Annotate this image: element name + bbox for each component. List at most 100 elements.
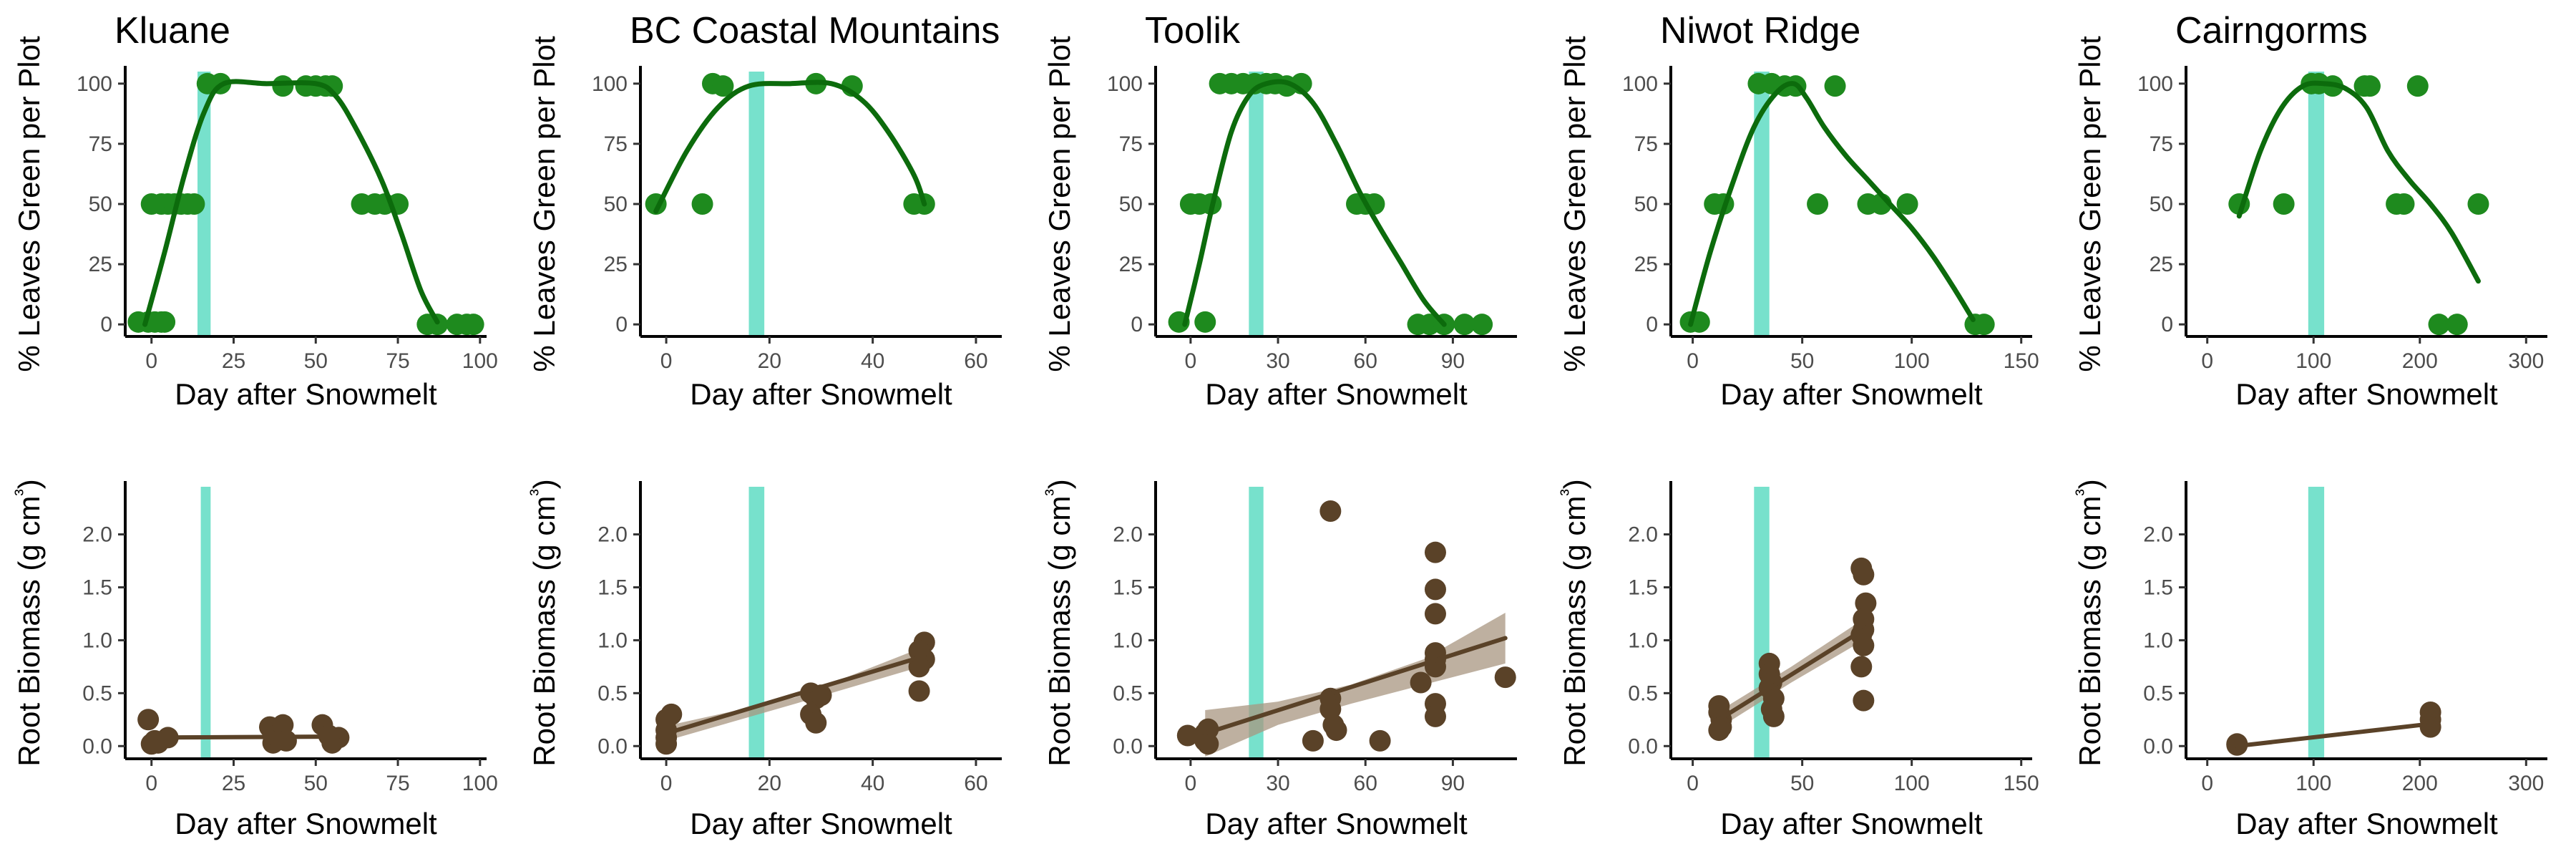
y-tick-label: 50 xyxy=(2150,193,2173,216)
panel-leaf-2: 0 25 50 75 100 0 20 40 60 Day after Snowmelt % Lea… xyxy=(527,10,1002,411)
data-point xyxy=(2419,716,2441,738)
y-axis-label: % Leaves Green per Plot xyxy=(527,36,561,372)
x-tick-label: 0 xyxy=(1185,772,1197,795)
data-point xyxy=(1410,671,1432,694)
data-point xyxy=(1853,563,1875,586)
y-tick-label: 50 xyxy=(1119,193,1143,216)
data-point xyxy=(1424,603,1446,625)
panel-leaf-5: 0 25 50 75 100 0 100 200 300 Day after Snowmelt % … xyxy=(2073,10,2547,411)
y-tick-label: 2.0 xyxy=(1628,523,1658,547)
y-tick-label: 100 xyxy=(1622,72,1658,96)
data-point xyxy=(908,680,930,702)
x-tick-label: 150 xyxy=(2004,772,2039,795)
x-tick-label: 0 xyxy=(2201,772,2213,795)
data-point xyxy=(1807,193,1829,215)
y-tick-label: 75 xyxy=(604,132,628,156)
panel-leaf-1: 0 25 50 75 100 0 25 50 75 100 Day after Snowmelt % … xyxy=(12,10,498,411)
x-tick-label: 100 xyxy=(462,772,498,795)
panel-title: Cairngorms xyxy=(2175,10,2368,52)
data-point xyxy=(1896,193,1918,215)
panel-root-2: 0.0 0.5 1.0 1.5 2.0 0 20 40 60 Day after Snowmelt… xyxy=(526,479,1002,840)
data-point xyxy=(1197,733,1219,755)
trend-line xyxy=(1203,636,1508,736)
y-axis-label: Root Biomass (g cm³) xyxy=(1041,479,1077,766)
data-point xyxy=(1850,656,1873,678)
x-tick-label: 0 xyxy=(145,772,157,795)
x-tick-label: 25 xyxy=(222,349,245,373)
snowmelt-band xyxy=(2308,72,2325,336)
data-point xyxy=(1197,718,1219,740)
y-axis-label: % Leaves Green per Plot xyxy=(12,36,46,372)
snowmelt-band xyxy=(1754,72,1770,336)
y-tick-label: 1.0 xyxy=(1113,629,1143,652)
y-axis-label: Root Biomass (g cm³) xyxy=(11,479,47,766)
x-tick-label: 40 xyxy=(861,772,884,795)
y-tick-label: 2.0 xyxy=(597,523,628,547)
y-tick-label: 25 xyxy=(89,253,112,276)
data-point xyxy=(2467,193,2489,215)
x-tick-label: 100 xyxy=(2296,349,2331,373)
fit-curve xyxy=(1182,79,1447,327)
data-point xyxy=(1853,689,1875,712)
y-tick-label: 75 xyxy=(1119,132,1143,156)
x-axis-label: Day after Snowmelt xyxy=(1720,807,1983,840)
data-point xyxy=(1824,75,1846,97)
x-tick-label: 20 xyxy=(758,349,781,373)
snowmelt-band xyxy=(2308,487,2325,759)
y-tick-label: 0.5 xyxy=(1113,681,1143,705)
panel-title: BC Coastal Mountains xyxy=(630,10,1000,52)
data-point xyxy=(1424,541,1446,563)
panel-title: Niwot Ridge xyxy=(1660,10,1860,52)
snowmelt-band xyxy=(748,72,765,336)
y-tick-label: 1.5 xyxy=(1113,576,1143,599)
y-axis-label: % Leaves Green per Plot xyxy=(1043,36,1076,372)
y-tick-label: 50 xyxy=(1634,193,1658,216)
data-point xyxy=(1424,705,1446,727)
y-tick-label: 0.5 xyxy=(82,681,112,705)
x-tick-label: 25 xyxy=(222,772,245,795)
x-tick-label: 30 xyxy=(1266,349,1289,373)
x-tick-label: 0 xyxy=(2201,349,2213,373)
y-tick-label: 0.5 xyxy=(597,681,628,705)
panel-leaf-3: 0 25 50 75 100 0 30 60 90 Day after Snowmelt % Lea… xyxy=(1043,10,1517,411)
x-tick-label: 50 xyxy=(304,349,328,373)
data-point xyxy=(2393,193,2415,215)
x-tick-label: 30 xyxy=(1266,772,1289,795)
y-tick-label: 0.0 xyxy=(82,734,112,758)
y-tick-label: 75 xyxy=(1634,132,1658,156)
x-tick-label: 60 xyxy=(964,349,987,373)
y-tick-label: 0 xyxy=(100,313,112,336)
panel-root-1: 0.0 0.5 1.0 1.5 2.0 0 25 50 75 100 Day after Snowm… xyxy=(11,479,498,840)
data-point xyxy=(1853,634,1875,656)
y-tick-label: 50 xyxy=(89,193,112,216)
y-axis-label: Root Biomass (g cm³) xyxy=(526,479,562,766)
y-tick-label: 75 xyxy=(2150,132,2173,156)
x-tick-label: 90 xyxy=(1441,349,1465,373)
x-tick-label: 60 xyxy=(1354,349,1377,373)
x-axis-label: Day after Snowmelt xyxy=(2235,807,2498,840)
data-point xyxy=(137,709,160,731)
y-tick-label: 2.0 xyxy=(82,523,112,547)
x-tick-label: 100 xyxy=(462,349,498,373)
data-point xyxy=(1762,705,1785,727)
trend-line xyxy=(2235,722,2433,749)
fit-curve xyxy=(653,79,927,214)
y-tick-label: 1.0 xyxy=(1628,629,1658,652)
x-tick-label: 0 xyxy=(1687,349,1699,373)
trend-line xyxy=(664,654,927,736)
data-point xyxy=(321,75,343,97)
y-tick-label: 0 xyxy=(1131,313,1143,336)
fit-curve xyxy=(142,79,440,327)
y-tick-label: 100 xyxy=(77,72,112,96)
y-tick-label: 0.5 xyxy=(2143,681,2173,705)
y-tick-label: 100 xyxy=(592,72,628,96)
data-point xyxy=(1471,314,1493,336)
y-tick-label: 1.5 xyxy=(2143,576,2173,599)
x-tick-label: 75 xyxy=(386,772,409,795)
y-tick-label: 50 xyxy=(604,193,628,216)
y-tick-label: 2.0 xyxy=(2143,523,2173,547)
x-axis-label: Day after Snowmelt xyxy=(1205,377,1468,411)
data-point xyxy=(154,311,176,333)
data-point xyxy=(2446,314,2468,336)
y-tick-label: 100 xyxy=(2137,72,2173,96)
